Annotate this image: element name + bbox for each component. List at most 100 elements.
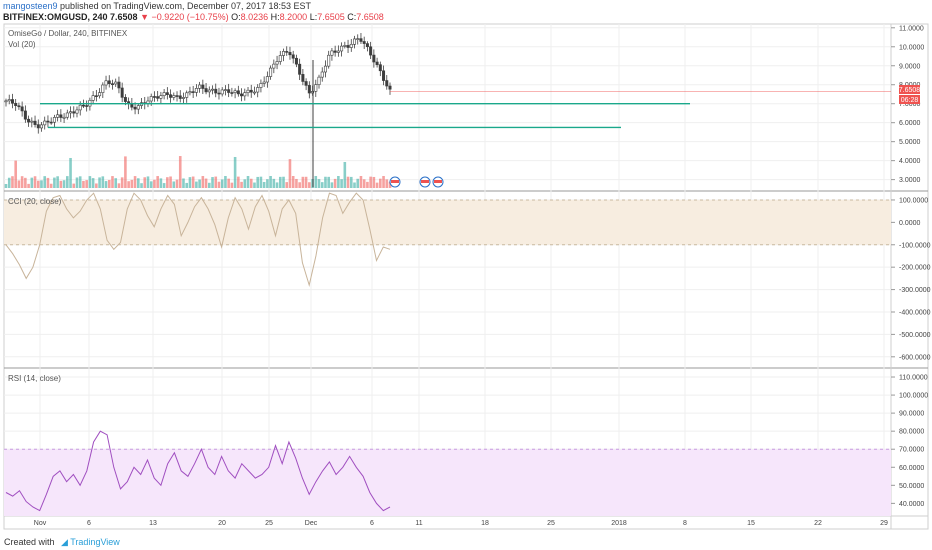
candle-body (372, 54, 376, 63)
candle-body (275, 61, 279, 65)
volume-bar (124, 156, 127, 188)
volume-bar (262, 181, 266, 188)
volume-bar (146, 176, 150, 188)
candle-body (252, 91, 256, 94)
candle-body (123, 97, 127, 102)
volume-bar (24, 177, 27, 188)
volume-bar (120, 177, 124, 188)
volume-bar (140, 183, 143, 188)
last-price-badge (899, 85, 920, 94)
volume-bar (211, 177, 214, 188)
candle-body (336, 50, 340, 53)
volume-bar (346, 176, 350, 188)
time-tick-label: 2018 (611, 520, 627, 527)
volume-bar (314, 176, 318, 188)
candle-body (301, 74, 305, 82)
chart-canvas[interactable]: 11.000010.00009.00008.00007.00006.00005.… (0, 22, 932, 532)
countdown-badge-label: 06:28 (901, 97, 919, 104)
candle-body (59, 114, 63, 118)
candle-body (20, 106, 24, 112)
rsi-axis-label: 90.0000 (899, 411, 924, 418)
close-value: 7.6508 (356, 12, 384, 22)
volume-bar (327, 176, 330, 188)
candle-body (314, 84, 318, 92)
volume-bar (333, 178, 337, 188)
time-axis[interactable]: Nov 6 13 20 25 Dec 6 11 18 25 2018 8 15 22 29 (34, 520, 888, 527)
volume-bar (214, 176, 218, 188)
candle-body (246, 89, 250, 94)
volume-bar (382, 176, 385, 188)
candle-body (265, 76, 269, 83)
candle-body (282, 51, 286, 56)
event-flag-icons[interactable] (389, 176, 444, 188)
volume-bar (237, 176, 240, 188)
candle-body (220, 89, 224, 95)
candle-body (117, 81, 121, 89)
candle-body (33, 120, 37, 125)
candle-body (78, 104, 82, 111)
event-flag-icon[interactable] (421, 180, 429, 183)
event-flag-icon[interactable] (434, 180, 442, 183)
candle-body (72, 111, 76, 114)
volume-bar (172, 181, 176, 188)
candle-body (39, 124, 43, 129)
volume-bars (4, 156, 392, 188)
candle-body (317, 76, 321, 85)
candle-body (188, 91, 192, 94)
candle-body (349, 43, 353, 48)
candle-body (382, 70, 386, 81)
volume-bar (308, 182, 311, 188)
candle-body (49, 121, 53, 124)
candle-body (114, 81, 118, 85)
event-flag-icon[interactable] (391, 180, 399, 183)
author-link[interactable]: mangosteen9 (3, 1, 58, 11)
volume-bar (156, 176, 159, 188)
candle-body (201, 84, 205, 89)
cci-axis-label: -400.0000 (899, 309, 931, 316)
volume-bar (166, 177, 169, 188)
price-axis[interactable]: 11.000010.00009.00008.00007.00006.00005.… (891, 25, 931, 508)
volume-bar (185, 182, 189, 188)
publish-line: mangosteen9 published on TradingView.com… (3, 1, 311, 12)
tradingview-brand-link[interactable]: ◢ TradingView (61, 534, 120, 550)
price-axis-label: 9.0000 (899, 63, 921, 70)
volume-bar (288, 159, 292, 188)
candle-body (14, 102, 18, 106)
volume-bar (4, 184, 8, 188)
volume-bar (204, 178, 208, 188)
volume-bar (198, 179, 201, 188)
volume-bar (178, 156, 182, 188)
volume-bar (149, 181, 153, 188)
candle-body (236, 90, 240, 95)
open-key: O: (231, 12, 241, 22)
volume-bar (53, 177, 56, 188)
volume-bar (159, 178, 163, 188)
volume-bar (56, 176, 59, 188)
volume-bar (295, 178, 298, 188)
rsi-pane-title: RSI (14, close) (8, 374, 61, 383)
candle-body (243, 92, 247, 97)
indicator-bands (4, 199, 891, 516)
down-arrow-icon: ▼ (140, 12, 149, 22)
volume-bar (195, 181, 198, 188)
trendlines[interactable] (40, 91, 891, 129)
rsi-line (5, 430, 391, 512)
candle-body (323, 65, 327, 73)
candle-body (178, 95, 182, 99)
volume-bar (266, 179, 269, 188)
candle-body (149, 96, 153, 102)
volume-bar (324, 176, 327, 188)
time-tick-label: 6 (370, 520, 374, 527)
volume-bar (33, 176, 37, 188)
volume-bar (114, 178, 118, 188)
close-key: C: (347, 12, 357, 22)
candle-body (69, 111, 73, 114)
volume-bar (59, 180, 63, 188)
candle-body (330, 50, 334, 56)
cci-axis-label: -500.0000 (899, 332, 931, 339)
candle-body (91, 95, 95, 101)
low-key: L: (309, 12, 318, 22)
time-tick-label: 6 (87, 520, 91, 527)
volume-bar (82, 180, 85, 188)
candle-body (185, 92, 189, 98)
